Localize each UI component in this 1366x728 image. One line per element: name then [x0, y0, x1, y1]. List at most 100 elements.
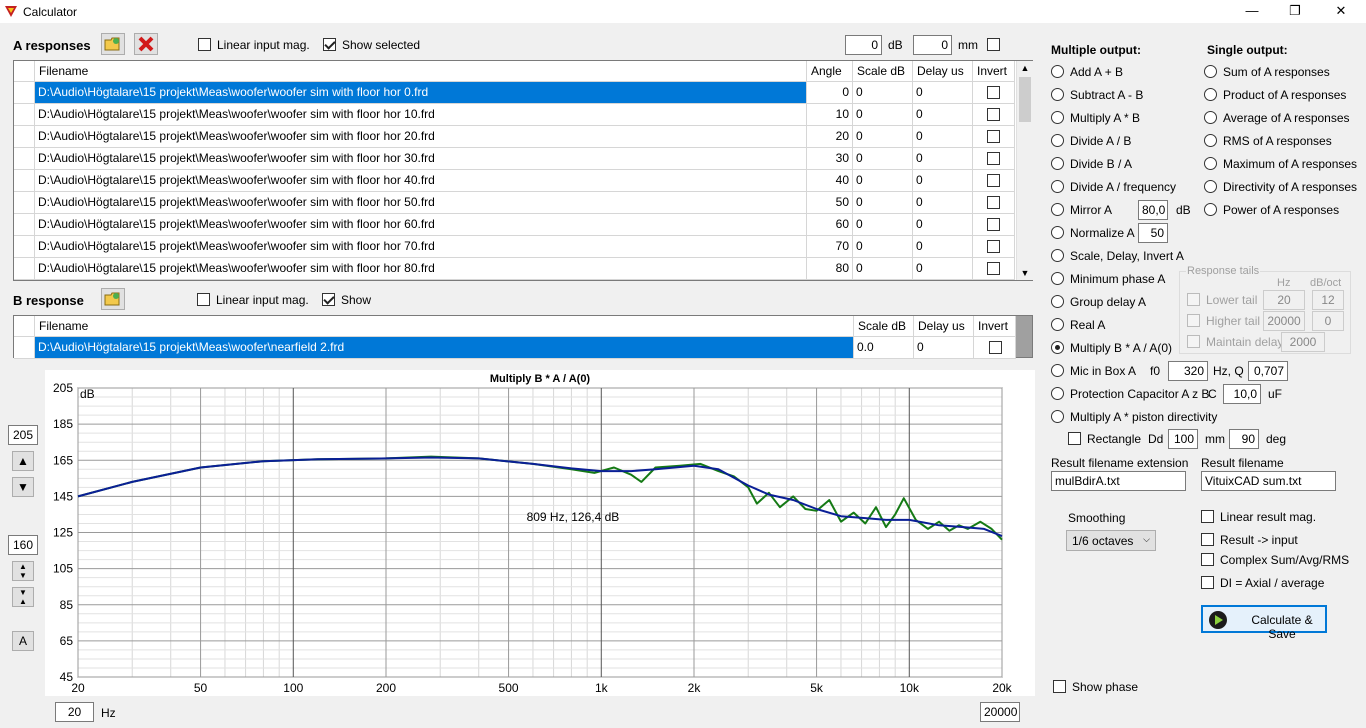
multiple-option-label[interactable]: Real A [1070, 318, 1106, 332]
radio-multiple-10[interactable] [1051, 295, 1064, 308]
angle-cell[interactable]: 40 [807, 170, 853, 192]
a-offset-checkbox[interactable] [987, 38, 1000, 51]
radio-multiple-12[interactable] [1051, 341, 1064, 354]
b-delay-cell[interactable]: 0 [914, 337, 974, 359]
b-scale-cell[interactable]: 0.0 [854, 337, 914, 359]
table-row[interactable]: D:\Audio\Högtalare\15 projekt\Meas\woofe… [14, 148, 1015, 170]
result-ext-input[interactable]: mulBdirA.txt [1051, 471, 1186, 491]
table-row[interactable]: D:\Audio\Högtalare\15 projekt\Meas\woofe… [14, 126, 1015, 148]
calculate-save-button[interactable]: Calculate & Save [1201, 605, 1327, 641]
angle-cell[interactable]: 0 [807, 82, 853, 104]
y-expand-button[interactable]: ▲ ▼ [12, 561, 34, 581]
radio-single-1[interactable] [1204, 88, 1217, 101]
angle-cell[interactable]: 10 [807, 104, 853, 126]
single-option-label[interactable]: Power of A responses [1223, 203, 1340, 217]
invert-cell[interactable] [973, 192, 1015, 214]
multiple-option-label[interactable]: Group delay A [1070, 295, 1147, 309]
mic-f0-input[interactable]: 320 [1168, 361, 1208, 381]
table-row[interactable]: D:\Audio\Högtalare\15 projekt\Meas\woofe… [14, 214, 1015, 236]
multiple-option-label[interactable]: Scale, Delay, Invert A [1070, 249, 1184, 263]
invert-cell[interactable] [973, 170, 1015, 192]
scale-cell[interactable]: 0 [853, 192, 913, 214]
filename-cell[interactable]: D:\Audio\Högtalare\15 projekt\Meas\woofe… [35, 170, 807, 192]
scale-cell[interactable]: 0 [853, 126, 913, 148]
col-invert[interactable]: Invert [973, 61, 1015, 82]
delay-cell[interactable]: 0 [913, 192, 973, 214]
di-checkbox[interactable] [1201, 576, 1214, 589]
angle-cell[interactable]: 60 [807, 214, 853, 236]
radio-single-0[interactable] [1204, 65, 1217, 78]
radio-multiple-7[interactable] [1051, 226, 1064, 239]
scroll-up-icon[interactable]: ▲ [1020, 63, 1030, 73]
col-delay-us[interactable]: Delay us [914, 316, 974, 337]
delay-cell[interactable]: 0 [913, 236, 973, 258]
scale-cell[interactable]: 0 [853, 104, 913, 126]
filename-cell[interactable]: D:\Audio\Högtalare\15 projekt\Meas\woofe… [35, 258, 807, 280]
table-row[interactable]: D:\Audio\Högtalare\15 projekt\Meas\woofe… [14, 170, 1015, 192]
x-max-input[interactable]: 20000 [980, 702, 1020, 722]
higher-tail-hz[interactable]: 20000 [1263, 311, 1305, 331]
scale-cell[interactable]: 0 [853, 148, 913, 170]
radio-multiple-0[interactable] [1051, 65, 1064, 78]
col-angle[interactable]: Angle [807, 61, 853, 82]
multiple-option-label[interactable]: Divide A / frequency [1070, 180, 1177, 194]
higher-tail-db[interactable]: 0 [1312, 311, 1344, 331]
invert-checkbox[interactable] [987, 130, 1000, 143]
radio-multiple-11[interactable] [1051, 318, 1064, 331]
radio-multiple-2[interactable] [1051, 111, 1064, 124]
single-option-label[interactable]: RMS of A responses [1223, 134, 1332, 148]
multiple-option-label[interactable]: Mic in Box A [1070, 364, 1137, 378]
multiple-option-label[interactable]: Mirror A [1070, 203, 1112, 217]
normalize-input[interactable]: 50 [1138, 223, 1168, 243]
cap-input[interactable]: 10,0 [1223, 384, 1261, 404]
radio-multiple-8[interactable] [1051, 249, 1064, 262]
angle-cell[interactable]: 20 [807, 126, 853, 148]
complex-checkbox[interactable] [1201, 553, 1214, 566]
lower-tail-checkbox[interactable] [1187, 293, 1200, 306]
radio-single-3[interactable] [1204, 134, 1217, 147]
multiple-option-label[interactable]: Protection Capacitor A z B [1070, 387, 1210, 401]
delay-cell[interactable]: 0 [913, 258, 973, 280]
single-option-label[interactable]: Product of A responses [1223, 88, 1347, 102]
filename-cell[interactable]: D:\Audio\Högtalare\15 projekt\Meas\woofe… [35, 104, 807, 126]
multiple-option-label[interactable]: Minimum phase A [1070, 272, 1166, 286]
lower-tail-hz[interactable]: 20 [1263, 290, 1305, 310]
table-row[interactable]: D:\Audio\Högtalare\15 projekt\Meas\woofe… [14, 82, 1015, 104]
filename-cell[interactable]: D:\Audio\Högtalare\15 projekt\Meas\woofe… [35, 82, 807, 104]
y-down-button[interactable]: ▼ [12, 477, 34, 497]
angle-cell[interactable]: 50 [807, 192, 853, 214]
radio-multiple-5[interactable] [1051, 180, 1064, 193]
delay-cell[interactable]: 0 [913, 104, 973, 126]
radio-multiple-15[interactable] [1051, 410, 1064, 423]
table-row[interactable]: D:\Audio\Högtalare\15 projekt\Meas\woofe… [14, 236, 1015, 258]
show-phase-checkbox[interactable] [1053, 680, 1066, 693]
radio-multiple-13[interactable] [1051, 364, 1064, 377]
multiple-option-label[interactable]: Normalize A [1070, 226, 1135, 240]
radio-single-2[interactable] [1204, 111, 1217, 124]
filename-cell[interactable]: D:\Audio\Högtalare\15 projekt\Meas\woofe… [35, 236, 807, 258]
invert-cell[interactable] [973, 236, 1015, 258]
angle-cell[interactable]: 70 [807, 236, 853, 258]
scroll-down-icon[interactable]: ▼ [1020, 268, 1030, 278]
result-input-checkbox[interactable] [1201, 533, 1214, 546]
table-row[interactable]: D:\Audio\Högtalare\15 projekt\Meas\woofe… [14, 258, 1015, 280]
filename-cell[interactable]: D:\Audio\Högtalare\15 projekt\Meas\woofe… [35, 192, 807, 214]
multiple-option-label[interactable]: Divide B / A [1070, 157, 1133, 171]
a-responses-grid[interactable]: Filename Angle Scale dB Delay us Invert … [13, 60, 1033, 281]
multiple-option-label[interactable]: Subtract A - B [1070, 88, 1144, 102]
radio-multiple-14[interactable] [1051, 387, 1064, 400]
invert-checkbox[interactable] [987, 152, 1000, 165]
delay-cell[interactable]: 0 [913, 170, 973, 192]
col-delay-us[interactable]: Delay us [913, 61, 973, 82]
angle-cell[interactable]: 30 [807, 148, 853, 170]
radio-multiple-6[interactable] [1051, 203, 1064, 216]
a-db-input[interactable]: 0 [845, 35, 882, 55]
delay-cell[interactable]: 0 [913, 214, 973, 236]
scale-cell[interactable]: 0 [853, 170, 913, 192]
col-filename[interactable]: Filename [35, 316, 854, 337]
single-option-label[interactable]: Directivity of A responses [1223, 180, 1358, 194]
chart-panel[interactable]: 205 185 165 145 125 105 85 65 45 20 50 100 200 500 1k 2… [45, 370, 1035, 696]
delay-cell[interactable]: 0 [913, 126, 973, 148]
multiple-option-label[interactable]: Divide A / B [1070, 134, 1132, 148]
